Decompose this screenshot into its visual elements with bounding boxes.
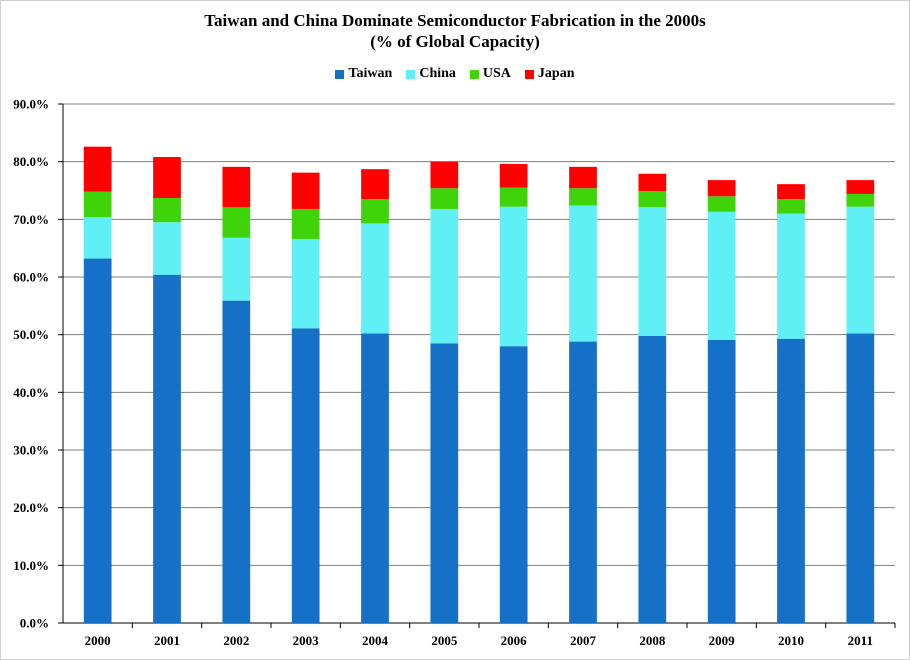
bar-china-2007 [569, 205, 597, 342]
x-tick-label-2006: 2006 [501, 633, 528, 648]
x-tick-label-2002: 2002 [223, 633, 249, 648]
legend-item-japan: Japan [524, 66, 575, 82]
x-tick-label-2008: 2008 [639, 633, 666, 648]
y-tick-label: 50.0% [13, 327, 49, 342]
bar-taiwan-2000 [83, 258, 112, 623]
bar-usa-2007 [569, 188, 597, 206]
bar-taiwan-2005 [430, 343, 459, 623]
y-tick-label: 60.0% [13, 270, 49, 285]
y-tick-label: 30.0% [13, 443, 49, 458]
bar-usa-2008 [638, 191, 667, 208]
legend-swatch-japan [524, 69, 534, 79]
legend-item-usa: USA [469, 66, 511, 82]
bar-japan-2007 [569, 166, 597, 189]
bar-taiwan-2001 [153, 274, 181, 623]
legend-item-taiwan: Taiwan [335, 66, 392, 82]
bar-japan-2001 [153, 157, 181, 198]
chart-title: Taiwan and China Dominate Semiconductor … [204, 11, 706, 30]
bar-japan-2005 [430, 161, 459, 189]
bar-taiwan-2010 [777, 338, 805, 623]
bar-usa-2000 [83, 191, 112, 218]
x-tick-label-2003: 2003 [293, 633, 320, 648]
chart-legend: Taiwan China USA Japan [0, 66, 910, 82]
y-tick-label: 20.0% [13, 500, 49, 515]
legend-swatch-china [406, 69, 416, 79]
bar-china-2011 [846, 206, 875, 334]
bar-china-2000 [83, 217, 112, 259]
y-tick-label: 10.0% [13, 558, 49, 573]
legend-label-japan: Japan [537, 66, 575, 81]
bar-taiwan-2007 [569, 341, 597, 623]
legend-label-china: China [419, 66, 456, 81]
bar-japan-2006 [499, 163, 528, 188]
bar-japan-2011 [846, 180, 875, 194]
bar-usa-2009 [707, 196, 736, 212]
bar-japan-2004 [361, 169, 389, 200]
x-tick-label-2010: 2010 [778, 633, 804, 648]
y-tick-label: 80.0% [13, 154, 49, 169]
legend-label-usa: USA [482, 66, 511, 81]
chart-subtitle: (% of Global Capacity) [370, 32, 540, 51]
y-tick-label: 90.0% [13, 97, 49, 112]
bar-china-2006 [499, 206, 528, 347]
legend-label-taiwan: Taiwan [348, 66, 393, 81]
y-tick-label: 40.0% [13, 385, 49, 400]
bar-usa-2003 [291, 208, 320, 239]
bar-china-2005 [430, 208, 459, 344]
x-tick-label-2001: 2001 [154, 633, 180, 648]
bar-china-2001 [153, 222, 181, 275]
bar-taiwan-2004 [361, 333, 389, 623]
bar-taiwan-2011 [846, 333, 875, 623]
bar-japan-2010 [777, 184, 805, 200]
bar-taiwan-2006 [499, 346, 528, 623]
bar-japan-2008 [638, 173, 667, 192]
bar-usa-2010 [777, 199, 805, 214]
bar-taiwan-2003 [291, 328, 320, 623]
bar-usa-2001 [153, 197, 181, 223]
x-tick-label-2004: 2004 [362, 633, 389, 648]
bar-china-2008 [638, 207, 667, 336]
x-tick-label-2000: 2000 [85, 633, 111, 648]
bar-usa-2006 [499, 187, 528, 207]
x-tick-label-2011: 2011 [848, 633, 873, 648]
bar-taiwan-2009 [707, 339, 736, 623]
bar-usa-2002 [222, 207, 251, 238]
chart-title-block: Taiwan and China Dominate Semiconductor … [0, 10, 910, 52]
bar-japan-2000 [83, 146, 112, 192]
bar-japan-2003 [291, 172, 320, 209]
x-tick-label-2005: 2005 [431, 633, 458, 648]
bar-china-2002 [222, 237, 251, 301]
legend-item-china: China [406, 66, 456, 82]
bar-taiwan-2002 [222, 300, 251, 623]
bar-usa-2004 [361, 199, 389, 224]
y-tick-label: 0.0% [20, 616, 49, 631]
bar-taiwan-2008 [638, 335, 667, 623]
bar-china-2010 [777, 213, 805, 339]
bar-usa-2005 [430, 188, 459, 209]
x-tick-label-2009: 2009 [709, 633, 736, 648]
legend-swatch-usa [469, 69, 479, 79]
bar-china-2004 [361, 223, 389, 334]
bar-japan-2002 [222, 166, 251, 208]
bar-usa-2011 [846, 193, 875, 207]
bar-japan-2009 [707, 180, 736, 197]
y-tick-label: 70.0% [13, 212, 49, 227]
legend-swatch-taiwan [335, 69, 345, 79]
x-tick-label-2007: 2007 [570, 633, 597, 648]
bar-china-2009 [707, 211, 736, 340]
bar-china-2003 [291, 238, 320, 329]
